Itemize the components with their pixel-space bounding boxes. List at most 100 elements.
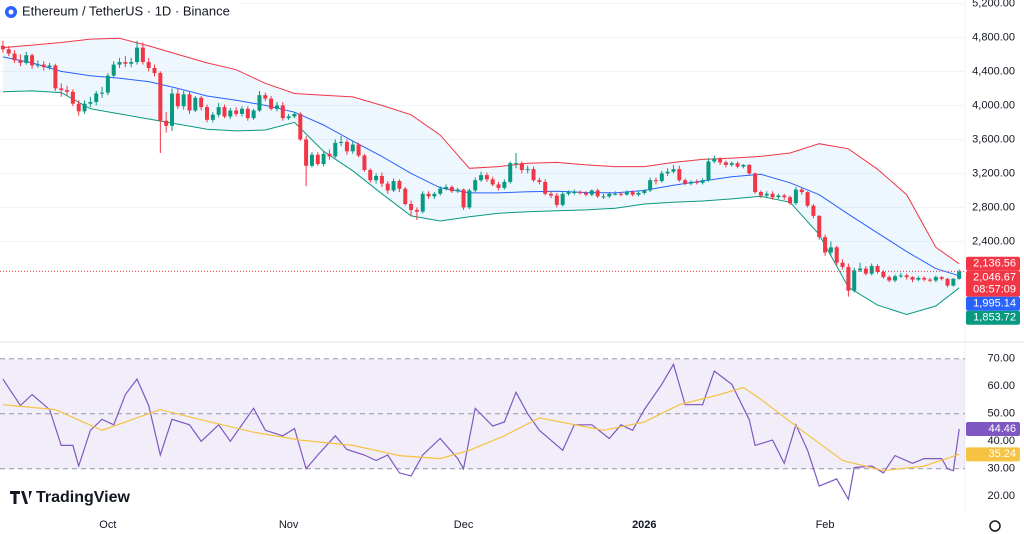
candle-body bbox=[12, 53, 17, 61]
y-tick-label: 50.00 bbox=[987, 408, 1015, 420]
candle-body bbox=[356, 144, 361, 156]
candle-body bbox=[59, 88, 64, 91]
price-tag bbox=[966, 310, 1020, 325]
price-tag-label: 2,046.67 bbox=[973, 272, 1016, 284]
candle-body bbox=[566, 192, 571, 194]
candle-body bbox=[537, 180, 542, 182]
candle-body bbox=[47, 65, 52, 68]
candle-body bbox=[770, 193, 775, 198]
candle-body bbox=[502, 181, 507, 188]
candle-body bbox=[957, 271, 962, 279]
candle-body bbox=[677, 169, 682, 181]
y-tick-label: 3,600.00 bbox=[972, 133, 1015, 145]
candle-body bbox=[939, 277, 944, 279]
candle-body bbox=[642, 190, 647, 193]
candle-body bbox=[245, 108, 250, 119]
candle-body bbox=[53, 65, 58, 89]
candle-body bbox=[70, 91, 75, 104]
candle-body bbox=[531, 169, 536, 181]
candle-body bbox=[636, 192, 641, 195]
candle-body bbox=[438, 188, 443, 194]
price-tag bbox=[966, 421, 1020, 436]
candle-body bbox=[234, 110, 239, 114]
candle-body bbox=[24, 55, 29, 63]
candle-body bbox=[111, 64, 116, 76]
y-tick-label: 5,200.00 bbox=[972, 0, 1015, 9]
candle-body bbox=[811, 205, 816, 216]
y-tick-label: 30.00 bbox=[987, 463, 1015, 475]
candle-body bbox=[333, 142, 338, 157]
candle-body bbox=[630, 192, 635, 195]
candle-body bbox=[257, 95, 262, 111]
candle-body bbox=[193, 97, 198, 111]
candle-body bbox=[782, 195, 787, 198]
rsi-line bbox=[2, 386, 960, 472]
candle-body bbox=[204, 107, 209, 120]
candle-body bbox=[624, 192, 629, 195]
candle-body bbox=[251, 110, 256, 119]
candle-body bbox=[951, 278, 956, 286]
candle-body bbox=[788, 197, 793, 204]
candle-body bbox=[589, 190, 594, 195]
candle-body bbox=[554, 195, 559, 205]
candle-body bbox=[0, 45, 5, 50]
candle-body bbox=[129, 62, 134, 64]
candle-body bbox=[420, 193, 425, 212]
candle-body bbox=[339, 141, 344, 143]
candle-body bbox=[65, 90, 70, 92]
candle-body bbox=[543, 181, 548, 194]
candle-body bbox=[117, 62, 122, 65]
x-tick-label: Oct bbox=[99, 519, 116, 531]
candle-body bbox=[898, 275, 903, 277]
candle-body bbox=[893, 276, 898, 281]
settings-icon[interactable] bbox=[989, 520, 1001, 532]
price-tag-label: 1,853.72 bbox=[973, 312, 1016, 324]
candle-body bbox=[846, 266, 851, 291]
candle-body bbox=[100, 92, 105, 94]
price-tag-label: 1,995.14 bbox=[973, 298, 1016, 310]
candle-body bbox=[123, 62, 128, 64]
candle-body bbox=[350, 144, 355, 152]
candle-body bbox=[881, 272, 886, 278]
candle-body bbox=[94, 93, 99, 102]
logo-mark bbox=[10, 491, 32, 504]
symbol-icon-dot bbox=[8, 9, 14, 15]
candle-body bbox=[514, 163, 519, 165]
candle-body bbox=[409, 204, 414, 210]
candle-body bbox=[292, 113, 297, 117]
candle-body bbox=[455, 189, 460, 192]
candle-body bbox=[659, 173, 664, 182]
candle-body bbox=[869, 266, 874, 274]
candle-body bbox=[41, 64, 46, 68]
candle-body bbox=[928, 279, 933, 281]
candle-body bbox=[910, 277, 915, 280]
candle-body bbox=[694, 181, 699, 183]
candle-body bbox=[82, 103, 87, 112]
candle-body bbox=[286, 116, 291, 119]
candle-body bbox=[712, 158, 717, 162]
y-tick-label: 70.00 bbox=[987, 353, 1015, 365]
candle-body bbox=[315, 154, 320, 165]
candle-body bbox=[228, 110, 233, 117]
y-tick-label: 60.00 bbox=[987, 380, 1015, 392]
candle-body bbox=[753, 173, 758, 193]
candle-body bbox=[140, 47, 145, 63]
bollinger-upper bbox=[2, 37, 960, 265]
candle-body bbox=[298, 113, 303, 140]
candle-body bbox=[30, 55, 35, 66]
candle-body bbox=[280, 105, 285, 119]
header-bg bbox=[0, 0, 240, 24]
candle-body bbox=[304, 139, 309, 166]
candle-body bbox=[199, 97, 204, 108]
candle-body bbox=[764, 193, 769, 196]
candle-body bbox=[181, 94, 186, 107]
candle-body bbox=[945, 278, 950, 286]
candle-body bbox=[170, 93, 175, 126]
candle-body bbox=[414, 209, 419, 212]
candle-body bbox=[321, 153, 326, 165]
candle-body bbox=[718, 158, 723, 163]
candle-body bbox=[741, 164, 746, 167]
bollinger-basis bbox=[2, 56, 960, 277]
y-tick-label: 2,400.00 bbox=[972, 235, 1015, 247]
